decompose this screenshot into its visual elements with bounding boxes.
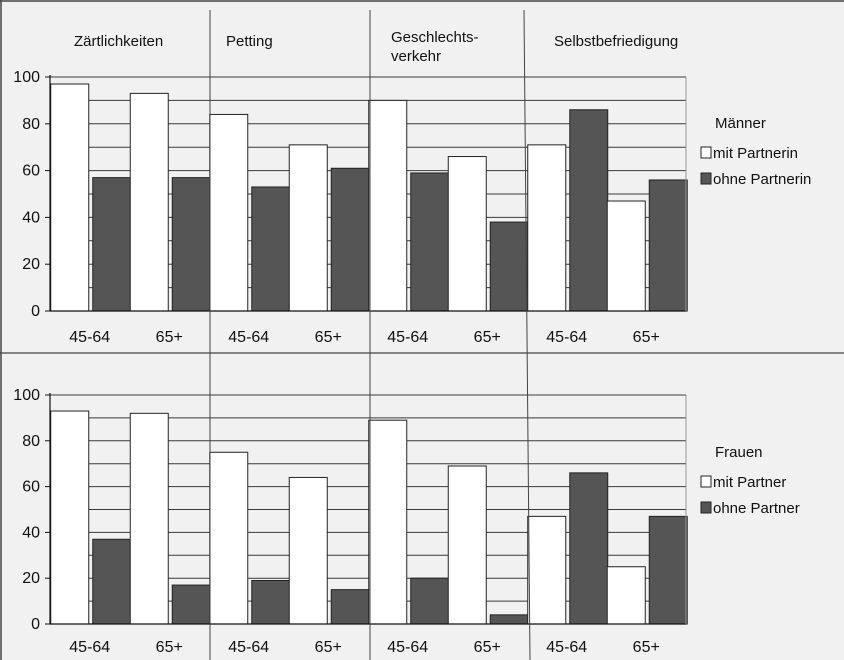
y-tick-label: 0 [31, 616, 40, 633]
legend-swatch [700, 475, 712, 488]
section-header: Geschlechts-verkehr [391, 29, 479, 65]
y-tick-label: 20 [22, 256, 40, 273]
x-tick-label: 45-64 [387, 639, 428, 656]
bar-ohne-partner [648, 515, 688, 625]
y-tick-label: 0 [31, 303, 40, 320]
bar-ohne-partner [92, 538, 132, 625]
x-tick-label: 65+ [156, 329, 183, 346]
x-tick-label: 45-64 [69, 639, 110, 656]
bar-ohne-partnerin [171, 177, 211, 312]
y-tick-label: 80 [22, 433, 40, 450]
column-headers: Zärtlichkeiten Petting Geschlechts-verkehr… [74, 29, 678, 65]
bar-mit-partner [447, 465, 487, 625]
bar-ohne-partnerin [251, 186, 291, 312]
section-header-line: Petting [226, 33, 273, 50]
bar-mit-partnerin [50, 83, 90, 312]
bar-ohne-partnerin [489, 221, 529, 312]
axes [45, 75, 687, 312]
bar-ohne-partnerin [569, 109, 609, 312]
x-tick-label: 65+ [633, 639, 660, 656]
y-tick-label: 40 [22, 524, 40, 541]
x-tick-label: 65+ [315, 329, 342, 346]
x-tick-label: 45-64 [228, 639, 269, 656]
bar-mit-partnerin [606, 200, 646, 312]
bar-ohne-partner [410, 577, 450, 625]
x-tick-label: 65+ [156, 639, 183, 656]
x-tick-labels: 45-64 65+ 45-64 65+ 45-64 65+ 45-64 65+ [69, 329, 660, 346]
section-divider [523, 9, 531, 660]
x-tick-label: 65+ [474, 639, 501, 656]
bar-ohne-partner [330, 589, 370, 625]
y-tick-labels: 0 20 40 60 80 100 [13, 387, 40, 633]
bar-mit-partner [288, 476, 328, 625]
x-tick-label: 45-64 [546, 639, 587, 656]
bars [50, 83, 688, 312]
legend: Männer mit Partnerin ohne Partnerin [700, 115, 811, 188]
bar-mit-partnerin [288, 144, 328, 312]
bar-mit-partner [50, 410, 90, 625]
bar-ohne-partner [251, 579, 291, 625]
bar-mit-partnerin [209, 113, 249, 312]
legend-swatch [700, 172, 712, 185]
bar-mit-partnerin [368, 99, 408, 312]
bar-ohne-partnerin [648, 179, 688, 312]
y-tick-label: 40 [22, 209, 40, 226]
bar-ohne-partner [489, 614, 529, 625]
legend-label: ohne Partnerin [713, 171, 811, 188]
x-tick-labels: 45-64 65+ 45-64 65+ 45-64 65+ 45-64 65+ [69, 639, 660, 656]
x-tick-label: 45-64 [69, 329, 110, 346]
y-tick-label: 100 [13, 387, 40, 404]
x-tick-label: 65+ [474, 329, 501, 346]
bar-mit-partnerin [527, 144, 567, 312]
legend-swatch [700, 501, 712, 514]
axes [45, 393, 687, 625]
y-tick-label: 20 [22, 570, 40, 587]
bar-ohne-partnerin [92, 177, 132, 312]
legend-title: Männer [715, 115, 766, 132]
bar-ohne-partner [171, 584, 211, 625]
x-tick-label: 65+ [633, 329, 660, 346]
section-header: Zärtlichkeiten [74, 33, 163, 50]
legend: Frauen mit Partner ohne Partner [700, 444, 800, 517]
legend-label: mit Partner [713, 474, 786, 491]
bar-ohne-partnerin [330, 167, 370, 312]
y-tick-label: 60 [22, 163, 40, 180]
bar-mit-partner [209, 451, 249, 625]
legend-label: ohne Partner [713, 500, 800, 517]
bar-mit-partner [368, 419, 408, 625]
section-header-line: Selbstbefriedigung [554, 33, 678, 50]
section-header: Petting [226, 33, 273, 50]
x-tick-label: 45-64 [546, 329, 587, 346]
y-tick-label: 60 [22, 479, 40, 496]
legend-label: mit Partnerin [713, 145, 798, 162]
x-tick-label: 65+ [315, 639, 342, 656]
bar-mit-partner [129, 412, 169, 625]
y-tick-label: 80 [22, 116, 40, 133]
legend-title: Frauen [715, 444, 763, 461]
bar-mit-partner [527, 515, 567, 625]
y-tick-label: 100 [13, 69, 40, 86]
y-tick-labels: 0 20 40 60 80 100 [13, 69, 40, 320]
bar-ohne-partner [569, 472, 609, 625]
bar-mit-partner [606, 566, 646, 625]
bar-ohne-partnerin [410, 172, 450, 312]
section-header-line: verkehr [391, 48, 441, 65]
section-header-line: Geschlechts- [391, 29, 479, 46]
legend-swatch [700, 146, 712, 159]
section-header-line: Zärtlichkeiten [74, 33, 163, 50]
x-tick-label: 45-64 [228, 329, 269, 346]
bar-mit-partnerin [447, 156, 487, 312]
bar-mit-partnerin [129, 92, 169, 312]
x-tick-label: 45-64 [387, 329, 428, 346]
section-header: Selbstbefriedigung [554, 33, 678, 50]
